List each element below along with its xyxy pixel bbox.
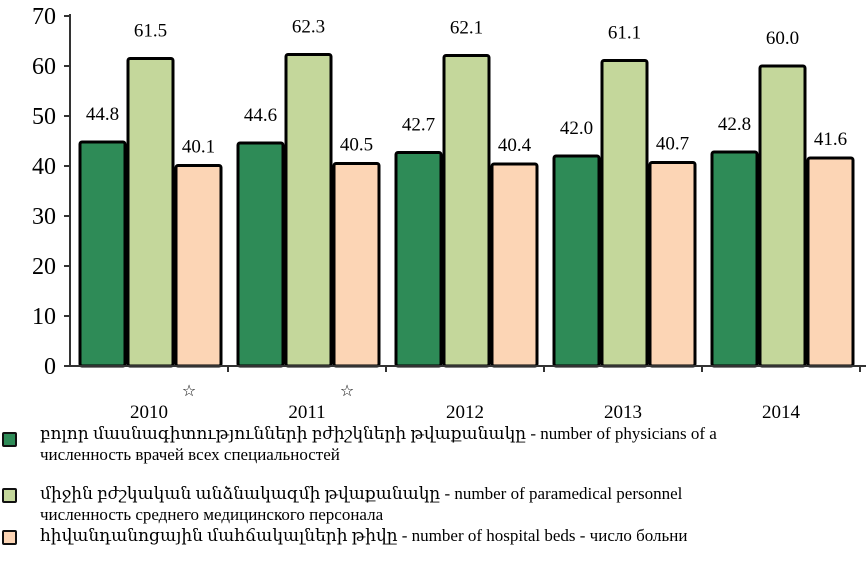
data-label: 61.5 — [134, 21, 167, 42]
bar-2012-series-3 — [490, 162, 539, 368]
legend-swatch-paramedical — [2, 488, 17, 503]
x-axis: 2010 ☆ 2011 ☆ 2012 2013 2014 — [64, 365, 866, 423]
data-label: 41.6 — [814, 129, 847, 150]
bar-2011-series-3 — [332, 162, 381, 368]
legend-label-paramedical: միջին բժշկական անձնակազմի թվաքանակը - nu… — [40, 484, 683, 503]
data-label: 40.7 — [656, 134, 689, 155]
legend: բոլոր մասնագիտությունների բժիշկների թվաք… — [0, 424, 866, 572]
data-label: 62.1 — [450, 18, 483, 39]
bar-2011-series-2 — [284, 53, 333, 368]
bar-2011-series-1 — [236, 141, 285, 368]
legend-swatch-hospital-beds — [2, 530, 17, 545]
legend-label-paramedical-ru: численность среднего медицинского персон… — [40, 505, 384, 524]
data-label: 40.4 — [498, 135, 532, 156]
legend-label-physicians: բոլոր մասնագիտությունների բժիշկների թվաք… — [40, 424, 717, 443]
data-label: 62.3 — [292, 17, 325, 38]
data-label: 61.1 — [608, 23, 641, 44]
data-labels: 44.8 61.5 40.1 44.6 62.3 40.5 42.7 62.1 40.4 42.0… — [86, 17, 847, 158]
x-tick-label: 2012 — [446, 402, 484, 423]
bar-2010-series-1 — [78, 140, 127, 368]
legend-item-physicians: բոլոր մասնագիտությունների բժիշկների թվաք… — [0, 424, 866, 470]
x-tick-label: 2011 — [288, 402, 325, 423]
y-tick-label: 20 — [32, 254, 56, 280]
legend-item-hospital-beds: հիվանդանոցային մահճակալների թիվը - numbe… — [0, 526, 866, 572]
bar-2012-series-2 — [442, 54, 491, 368]
data-label: 44.6 — [244, 105, 277, 126]
y-tick-label: 70 — [32, 4, 56, 30]
y-tick-label: 10 — [32, 304, 56, 330]
x-tick-label: 2014 — [762, 402, 801, 423]
data-label: 40.5 — [340, 135, 373, 156]
bar-2014-series-3 — [806, 156, 855, 368]
y-axis: 0 10 20 30 40 50 60 70 — [32, 4, 71, 380]
bar-2014-series-1 — [710, 150, 759, 368]
legend-swatch-physicians — [2, 432, 17, 447]
bar-2014-series-2 — [758, 64, 807, 368]
data-label: 44.8 — [86, 104, 119, 125]
legend-item-paramedical: միջին բժշկական անձնակազմի թվաքանակը - nu… — [0, 484, 866, 530]
bar-chart: 0 10 20 30 40 50 60 70 44.8 61.5 40.1 44.6 62.3 40.5… — [32, 4, 866, 423]
bar-2012-series-1 — [394, 151, 443, 368]
star-mark: ☆ — [182, 381, 196, 400]
bar-2010-series-3 — [174, 164, 223, 368]
y-tick-label: 60 — [32, 54, 56, 80]
data-label: 42.0 — [560, 118, 593, 139]
y-tick-label: 40 — [32, 154, 56, 180]
data-label: 42.7 — [402, 115, 435, 136]
y-tick-label: 50 — [32, 104, 56, 130]
bar-2013-series-3 — [648, 161, 697, 368]
x-tick-label: 2013 — [604, 402, 642, 423]
y-tick-label: 0 — [44, 354, 56, 380]
legend-label-physicians-ru: численность врачей всех специальностей — [40, 445, 340, 464]
bar-2013-series-2 — [600, 59, 649, 368]
data-label: 42.8 — [718, 114, 751, 135]
bar-2010-series-2 — [126, 57, 175, 368]
y-tick-label: 30 — [32, 204, 56, 230]
star-mark: ☆ — [340, 381, 354, 400]
x-tick-label: 2010 — [130, 402, 168, 423]
data-label: 60.0 — [766, 28, 799, 49]
bars — [78, 53, 855, 368]
data-label: 40.1 — [182, 137, 215, 158]
bar-2013-series-1 — [552, 154, 601, 368]
legend-label-hospital-beds: հիվանդանոցային մահճակալների թիվը - numbe… — [40, 526, 688, 545]
